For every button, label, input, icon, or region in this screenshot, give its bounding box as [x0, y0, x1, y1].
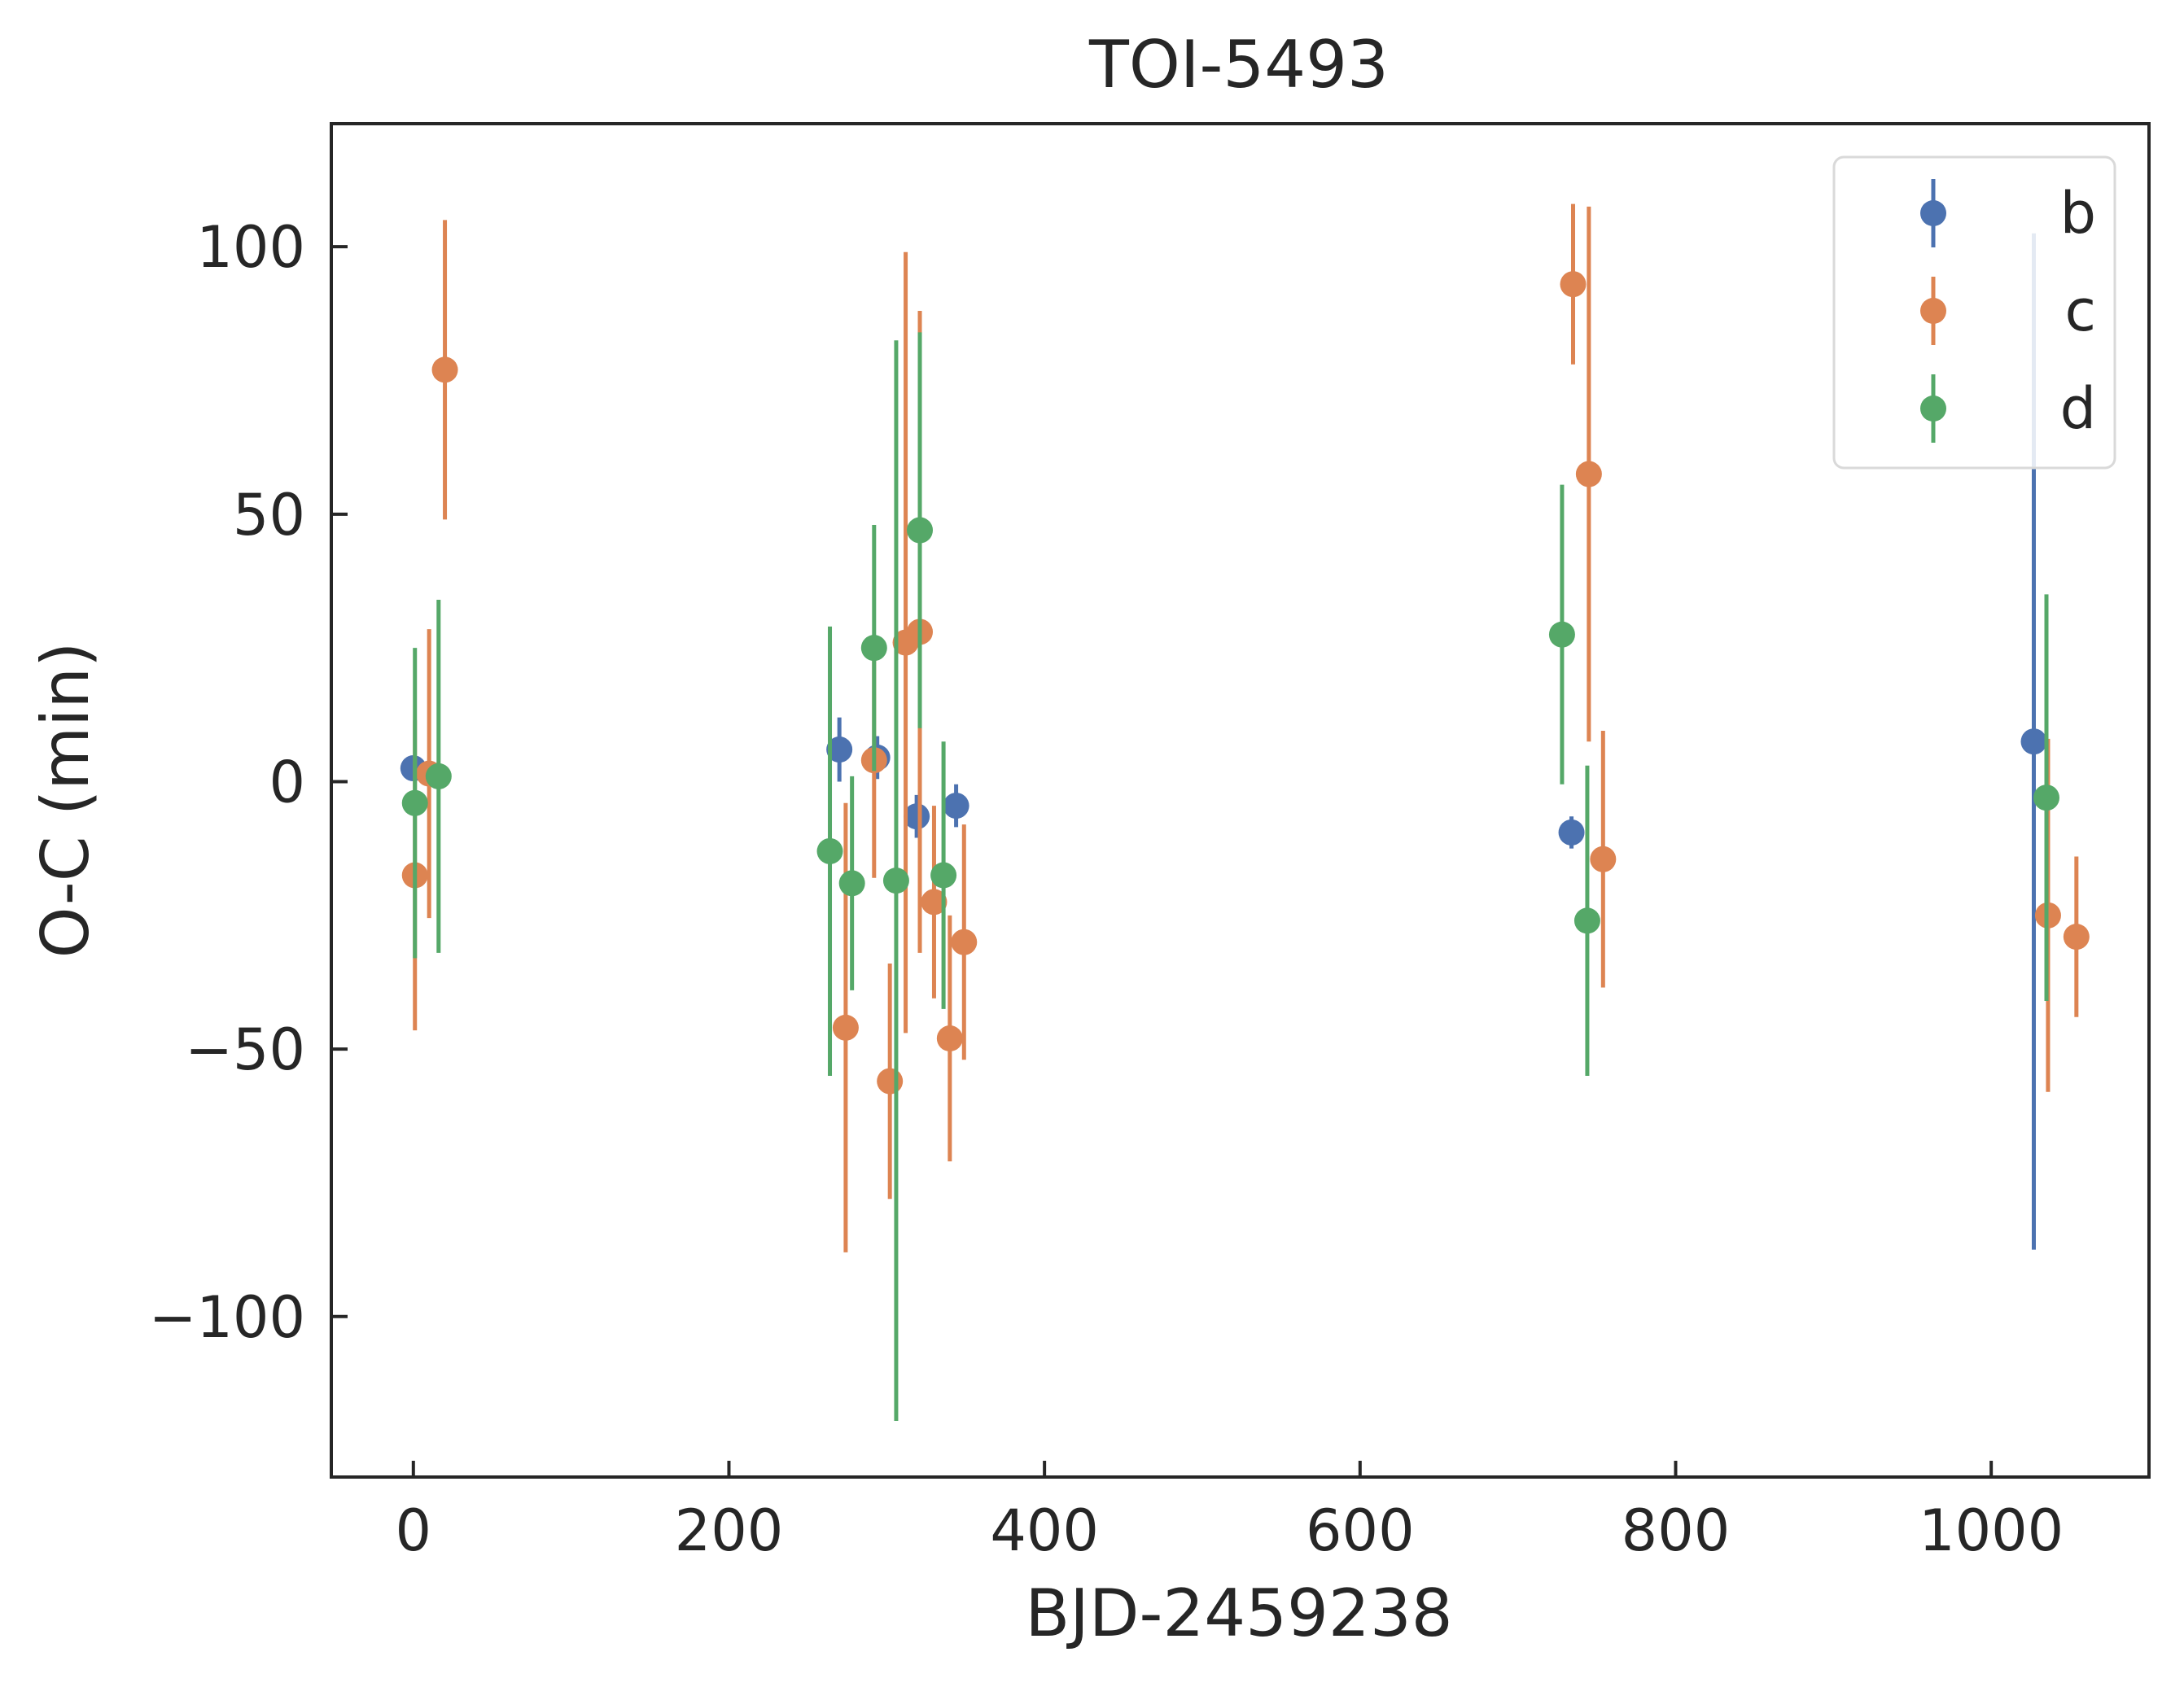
data-point [838, 870, 865, 897]
x-tick-label: 0 [396, 1497, 432, 1564]
series-d [401, 332, 2060, 1421]
legend-marker [1920, 396, 1946, 422]
legend-entry-b: b [1920, 179, 2096, 247]
data-point [832, 1014, 859, 1041]
data-point [877, 1068, 904, 1095]
data-point [943, 793, 969, 819]
data-point [930, 862, 957, 889]
legend-marker [1920, 298, 1946, 324]
data-point [1560, 271, 1587, 298]
axes-frame [330, 122, 2151, 1479]
data-point [904, 803, 930, 830]
y-axis-label: O-C (min) [28, 642, 103, 959]
data-point [425, 763, 452, 789]
data-point [1558, 819, 1585, 846]
y-tick-label: 0 [269, 749, 305, 815]
legend-label: d [2060, 375, 2096, 442]
legend-marker [1920, 200, 1946, 226]
data-point [1573, 907, 1600, 934]
data-point [826, 736, 853, 763]
data-point [936, 1025, 963, 1052]
series-b [400, 233, 2047, 1250]
data-point [1590, 846, 1617, 872]
data-point [907, 517, 934, 544]
data-point [1575, 461, 1602, 487]
legend-entry-d: d [1920, 374, 2096, 443]
data-point [951, 929, 978, 955]
y-tick-label: −100 [149, 1284, 305, 1351]
data-point [860, 635, 887, 662]
legend-entry-c: c [1920, 277, 2096, 345]
legend-label: b [2060, 180, 2096, 247]
x-tick-label: 400 [990, 1497, 1099, 1564]
data-point [882, 868, 909, 894]
chart-title: TOI-5493 [1088, 27, 1389, 103]
data-point [1548, 621, 1575, 648]
data-point [401, 789, 428, 816]
y-tick-label: 50 [233, 482, 305, 548]
y-tick-label: −50 [185, 1016, 305, 1083]
y-tick-label: 100 [196, 214, 305, 281]
data-point [2033, 784, 2060, 811]
plot-area [400, 203, 2090, 1421]
data-point [921, 889, 948, 916]
data-point [816, 837, 843, 864]
x-tick-label: 200 [675, 1497, 784, 1564]
legend-box [1832, 155, 2116, 470]
data-point [2063, 924, 2090, 951]
data-point [2020, 728, 2047, 755]
x-tick-label: 800 [1622, 1497, 1731, 1564]
legend: bcd [1832, 155, 2116, 470]
legend-label: c [2065, 278, 2097, 344]
data-point [431, 356, 458, 383]
x-tick-label: 1000 [1919, 1497, 2064, 1564]
axis-ticks: 0 200 400 600 800 1000 −100 −50 0 50 100 [149, 214, 2064, 1564]
x-tick-label: 600 [1306, 1497, 1415, 1564]
x-axis-label: BJD-2459238 [1025, 1576, 1452, 1651]
